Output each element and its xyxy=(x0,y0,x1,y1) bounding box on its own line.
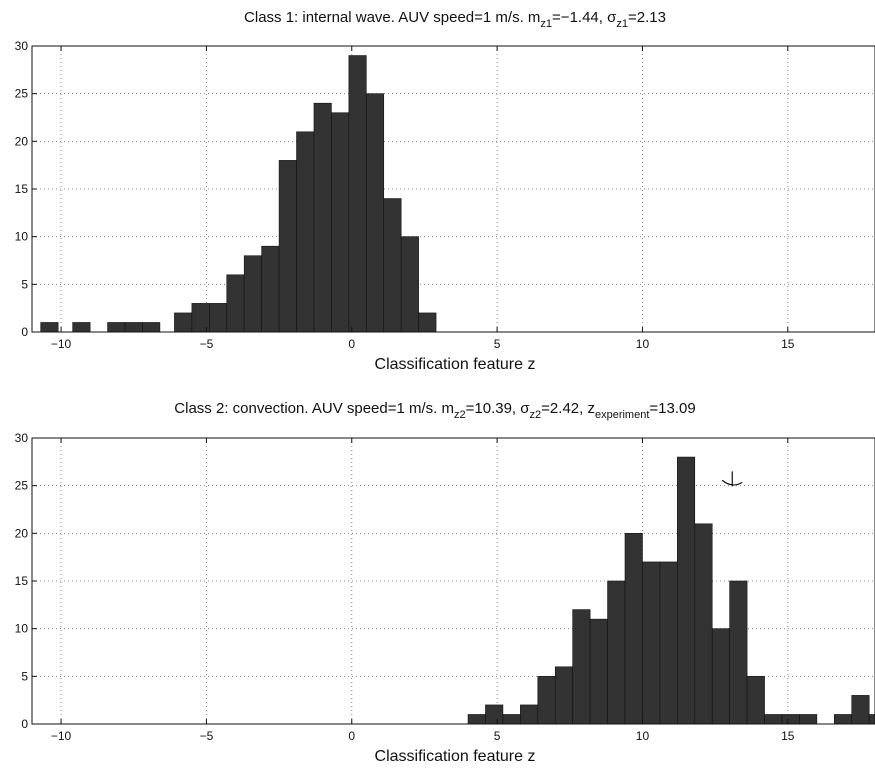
y-tick-label: 5 xyxy=(21,669,28,683)
x-tick-label: 0 xyxy=(348,337,355,351)
y-tick-label: 25 xyxy=(15,479,29,493)
histogram-bar xyxy=(40,322,59,333)
histogram-bar xyxy=(624,533,643,725)
x-tick-label: −10 xyxy=(51,729,72,743)
histogram-bar xyxy=(659,561,678,725)
chart-title: Class 2: convection. AUV speed=1 m/s. mz… xyxy=(174,400,695,421)
x-axis-label: Classification feature z xyxy=(375,356,536,373)
x-tick-label: 5 xyxy=(494,337,501,351)
histogram-bar xyxy=(834,714,853,725)
histogram-bar xyxy=(383,198,402,333)
chart-title: Class 1: internal wave. AUV speed=1 m/s.… xyxy=(244,9,666,30)
y-tick-label: 5 xyxy=(21,277,28,291)
histogram-bar xyxy=(677,456,696,725)
histogram-bar xyxy=(642,561,661,725)
x-axis-label: Classification feature z xyxy=(375,748,536,765)
histogram-bar xyxy=(520,704,539,725)
y-tick-label: 20 xyxy=(15,134,29,148)
histogram-bar xyxy=(174,312,193,333)
experiment-marker-arrow xyxy=(721,471,743,487)
plot-area: −10 −5 0 5 10 15 0 5 10 15 20 25 30 xyxy=(15,39,875,351)
histogram-bar xyxy=(124,322,143,333)
histogram-bar xyxy=(296,131,315,333)
histogram-bar xyxy=(313,102,332,333)
plot-area: −10 −5 0 5 10 15 0 5 10 15 20 25 30 xyxy=(15,431,875,743)
histogram-bar xyxy=(537,676,556,725)
y-tick-label: 10 xyxy=(15,622,29,636)
y-tick-label: 10 xyxy=(15,230,29,244)
histogram-bar xyxy=(781,714,800,725)
histogram-bar xyxy=(729,580,748,725)
y-tick-label: 25 xyxy=(15,87,29,101)
x-tick-label: 0 xyxy=(348,729,355,743)
y-tick-label: 30 xyxy=(15,431,29,445)
x-tick-label: −5 xyxy=(200,729,214,743)
y-tick-label: 0 xyxy=(21,717,28,731)
histogram-bar xyxy=(799,714,818,725)
x-tick-label: 5 xyxy=(494,729,501,743)
x-tick-label: −10 xyxy=(51,337,72,351)
histogram-bar xyxy=(331,112,350,333)
histogram-bar xyxy=(607,580,626,725)
histogram-bar xyxy=(348,55,367,333)
y-tick-label: 15 xyxy=(15,574,29,588)
histogram-bar xyxy=(554,666,573,725)
x-tick-label: 10 xyxy=(636,729,650,743)
histogram-bar xyxy=(572,609,591,725)
y-tick-label: 15 xyxy=(15,182,29,196)
histogram-bar xyxy=(226,274,245,333)
histogram-bar xyxy=(764,714,783,725)
histogram-bar xyxy=(851,695,870,725)
histogram-bar xyxy=(694,523,713,725)
histogram-bar xyxy=(243,255,262,333)
y-tick-label: 30 xyxy=(15,39,29,53)
y-tick-label: 20 xyxy=(15,526,29,540)
histogram-bar xyxy=(711,628,730,725)
histogram-bar xyxy=(72,322,91,333)
x-tick-label: 10 xyxy=(636,337,650,351)
histogram-bar xyxy=(502,714,521,725)
histogram-bar xyxy=(746,676,765,725)
histogram-bar xyxy=(365,93,385,333)
histogram-bar xyxy=(107,322,126,333)
x-tick-label: −5 xyxy=(200,337,214,351)
histogram-bar xyxy=(209,303,228,333)
histogram-bar xyxy=(868,714,875,725)
histogram-bar xyxy=(278,160,297,333)
histogram-bar xyxy=(261,245,280,333)
panel-class-1: Class 1: internal wave. AUV speed=1 m/s.… xyxy=(15,9,875,373)
panel-class-2: Class 2: convection. AUV speed=1 m/s. mz… xyxy=(15,400,875,765)
histogram-bar xyxy=(400,236,419,333)
histogram-bar xyxy=(467,714,486,725)
histogram-bar xyxy=(142,322,161,333)
histogram-bar xyxy=(418,312,437,333)
histogram-bar xyxy=(589,618,608,725)
histogram-bar xyxy=(485,704,504,725)
x-tick-label: 15 xyxy=(781,337,795,351)
y-tick-label: 0 xyxy=(21,325,28,339)
x-tick-label: 15 xyxy=(781,729,795,743)
